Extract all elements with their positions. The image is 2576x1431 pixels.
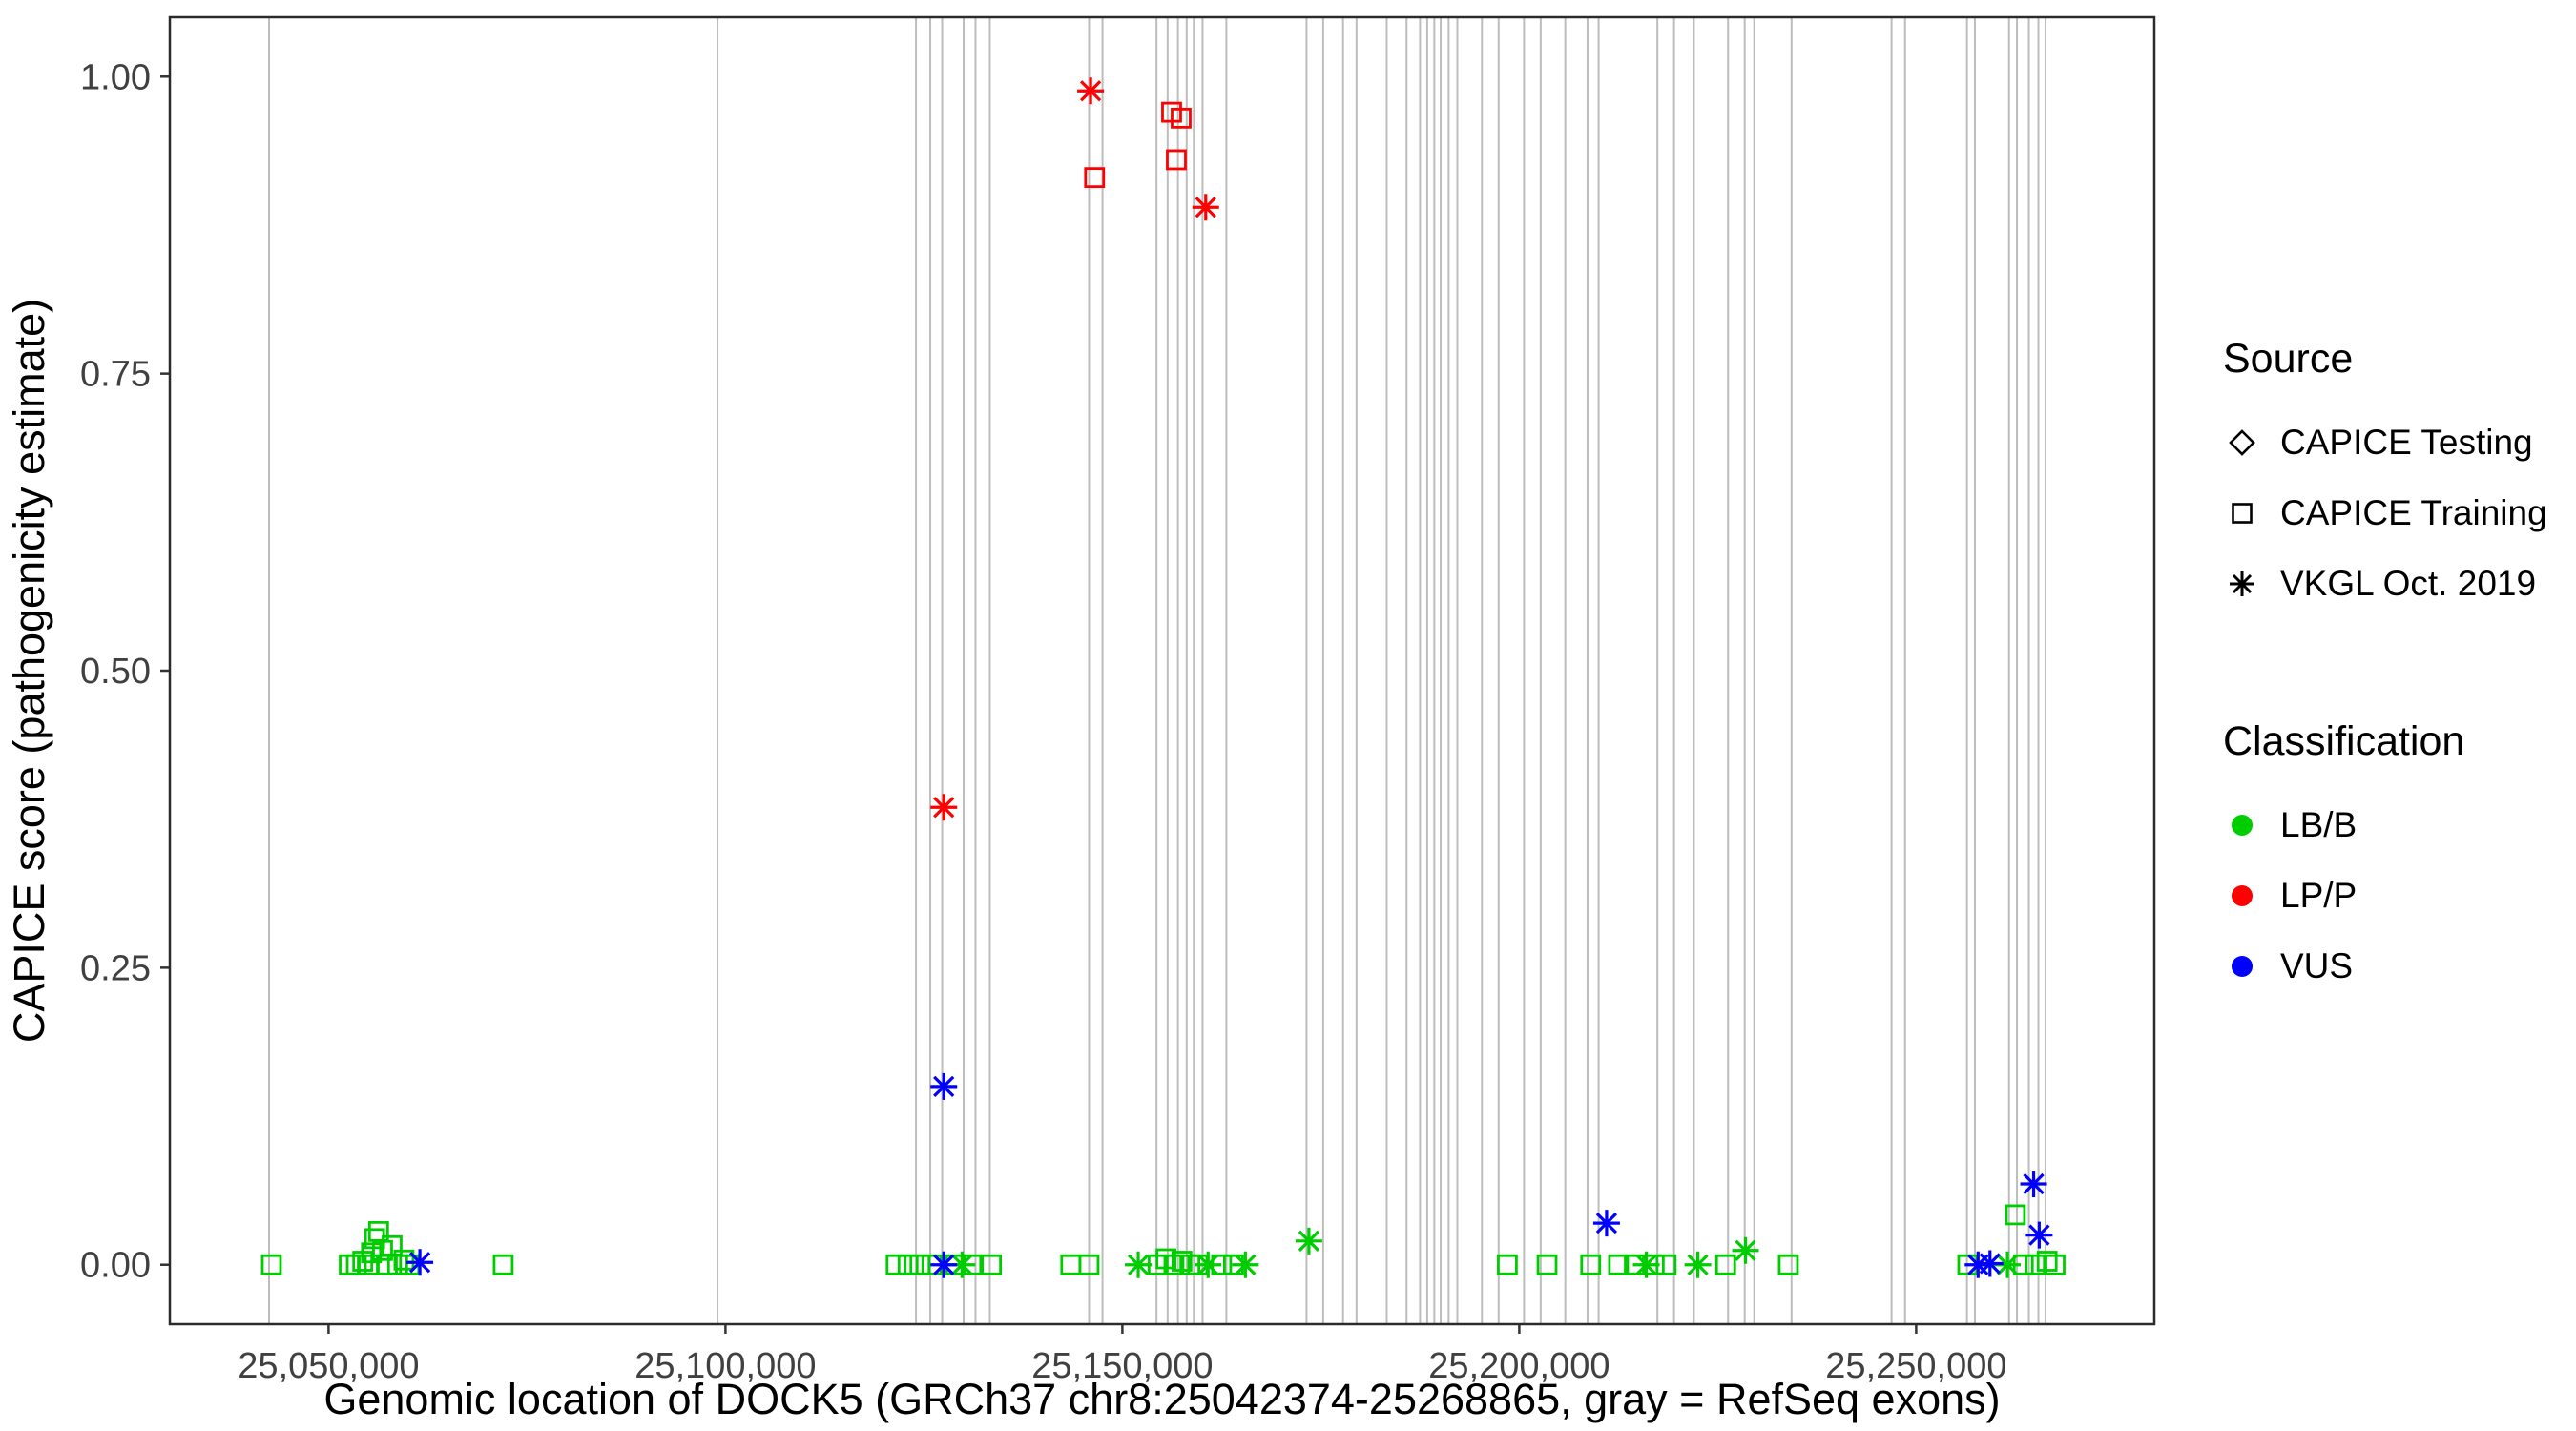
legend-item: VUS xyxy=(2223,931,2576,1002)
data-point-asterisk xyxy=(1079,80,1102,102)
data-point-asterisk xyxy=(1979,1253,2001,1275)
legend-item-label: VUS xyxy=(2280,946,2354,985)
legend-source-items: CAPICE Testing CAPICE Training VKGL Oct. 2… xyxy=(2223,407,2576,619)
data-point-asterisk xyxy=(2028,1224,2050,1246)
data-point-square xyxy=(1166,149,1187,171)
legend-source-title: Source xyxy=(2223,336,2354,382)
data-point-asterisk xyxy=(1195,197,1216,218)
asterisk-icon xyxy=(2230,571,2254,596)
data-point-square xyxy=(492,1254,514,1275)
data-point-square xyxy=(1777,1254,1799,1275)
legend: Source CAPICE Testing CAPICE Training VKGL… xyxy=(2223,336,2576,1002)
data-point-asterisk xyxy=(1298,1230,1320,1252)
data-point-asterisk xyxy=(1996,1254,2019,1275)
data-point-square xyxy=(1171,107,1192,129)
x-tick-label: 25,100,000 xyxy=(634,1346,816,1386)
data-point-square xyxy=(2025,1254,2046,1275)
data-point-square xyxy=(1078,1254,1100,1275)
data-point-square xyxy=(393,1249,415,1271)
data-point-square xyxy=(2005,1204,2026,1226)
data-point-square xyxy=(1655,1254,1677,1275)
legend-item-label: LP/P xyxy=(2280,876,2358,915)
data-point-asterisk xyxy=(1687,1254,1709,1275)
circle-icon xyxy=(2232,956,2253,977)
data-point-square xyxy=(1060,1254,1082,1275)
legend-classification-items: LB/B LP/P VUS xyxy=(2223,790,2576,1002)
data-point-asterisk xyxy=(933,797,955,819)
data-point-asterisk xyxy=(1127,1254,1150,1275)
data-point-asterisk xyxy=(2023,1172,2045,1195)
data-point-square xyxy=(897,1254,919,1275)
legend-item-label: LB/B xyxy=(2280,805,2358,844)
legend-item: LB/B xyxy=(2223,790,2576,861)
data-point-asterisk xyxy=(951,1254,973,1275)
y-tick-label: 0.25 xyxy=(80,948,151,988)
y-tick-label: 0.75 xyxy=(80,355,151,395)
data-point-square xyxy=(386,1254,408,1275)
legend-item: CAPICE Training xyxy=(2223,478,2576,549)
legend-item: VKGL Oct. 2019 xyxy=(2223,549,2576,619)
x-axis-title: Genomic location of DOCK5 (GRCh37 chr8:2… xyxy=(323,1375,2000,1423)
square-icon xyxy=(2232,503,2253,524)
data-point-square xyxy=(1084,167,1106,189)
data-point-asterisk xyxy=(1735,1239,1756,1261)
legend-item: LP/P xyxy=(2223,861,2576,931)
y-tick-label: 0.50 xyxy=(80,652,151,692)
data-point-square xyxy=(361,1242,383,1264)
legend-classification-title: Classification xyxy=(2223,718,2465,764)
data-point-square xyxy=(345,1254,367,1275)
data-point-asterisk xyxy=(1197,1254,1219,1275)
circle-icon xyxy=(2232,815,2253,836)
x-tick-label: 25,250,000 xyxy=(1825,1346,2006,1386)
data-point-square xyxy=(885,1254,907,1275)
legend-item-label: CAPICE Training xyxy=(2280,493,2547,532)
data-point-square xyxy=(1536,1254,1558,1275)
panel-border xyxy=(168,15,2156,1326)
data-point-square xyxy=(1608,1254,1630,1275)
data-point-square xyxy=(1580,1254,1602,1275)
x-tick-label: 25,200,000 xyxy=(1428,1346,1610,1386)
data-point-asterisk xyxy=(933,1075,955,1098)
y-tick-label: 0.00 xyxy=(80,1246,151,1286)
legend-source: Source CAPICE Testing CAPICE Training VKGL… xyxy=(2223,336,2576,619)
data-point-asterisk xyxy=(933,1254,955,1275)
legend-item: CAPICE Testing xyxy=(2223,407,2576,478)
data-point-square xyxy=(1714,1254,1736,1275)
legend-item-label: CAPICE Testing xyxy=(2280,423,2533,462)
data-point-asterisk xyxy=(1595,1213,1618,1234)
data-point-square xyxy=(1497,1254,1518,1275)
x-tick-label: 25,050,000 xyxy=(238,1346,419,1386)
data-point-asterisk xyxy=(1635,1254,1657,1275)
data-point-square xyxy=(909,1254,931,1275)
data-point-asterisk xyxy=(408,1252,431,1274)
circle-icon xyxy=(2232,885,2253,906)
diamond-icon xyxy=(2229,429,2255,456)
x-tick-label: 25,150,000 xyxy=(1031,1346,1213,1386)
y-tick-label: 1.00 xyxy=(80,57,151,97)
data-point-square xyxy=(2045,1254,2066,1275)
data-point-asterisk xyxy=(1235,1254,1257,1275)
y-axis-title: CAPICE score (pathogenicity estimate) xyxy=(5,299,53,1043)
data-point-square xyxy=(981,1254,1003,1275)
legend-classification: Classification LB/B LP/P VUS xyxy=(2223,718,2576,1002)
data-point-square xyxy=(260,1254,282,1275)
legend-item-label: VKGL Oct. 2019 xyxy=(2280,564,2537,603)
